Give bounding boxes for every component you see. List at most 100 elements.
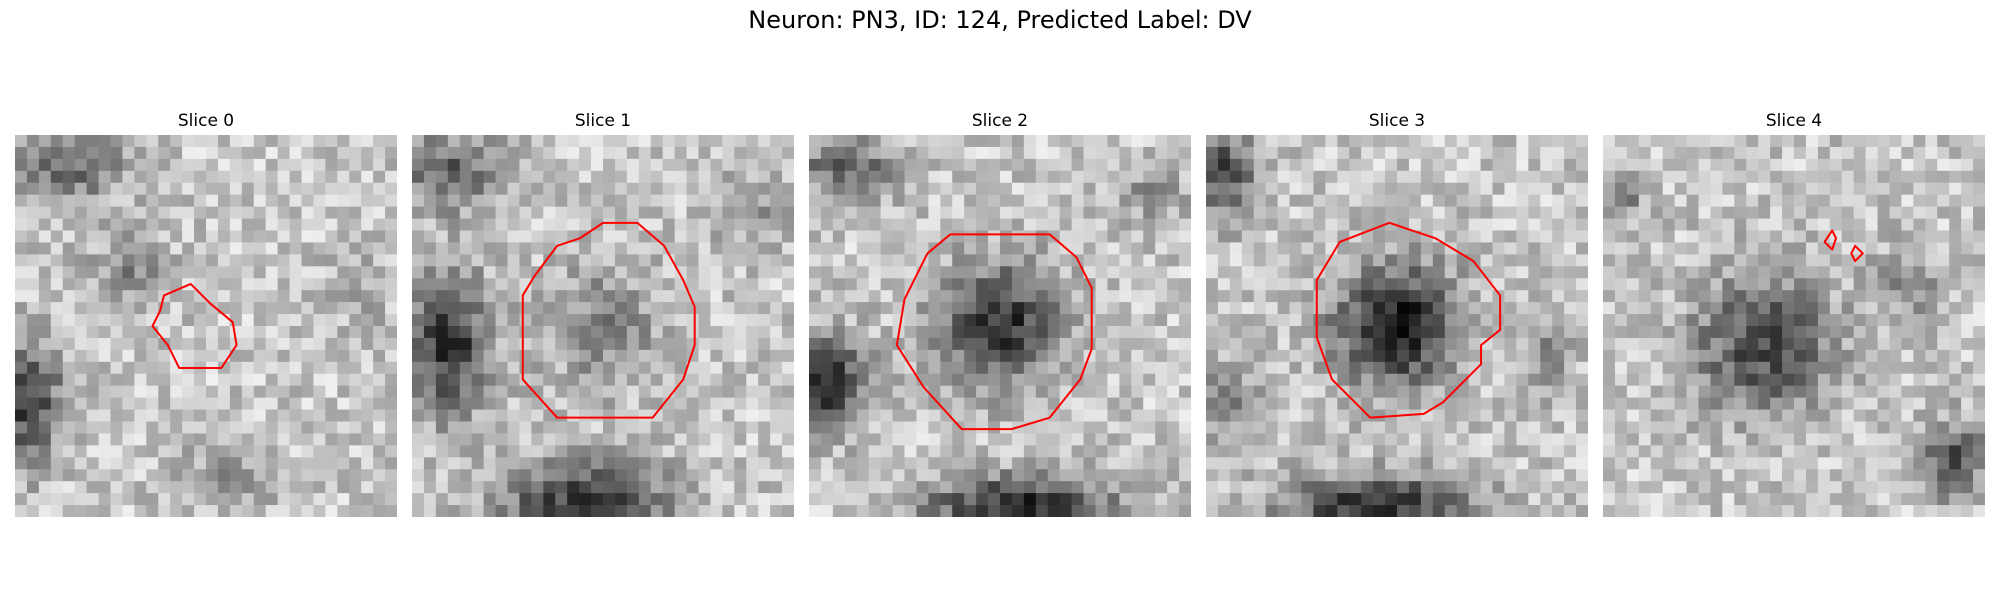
pixel (940, 278, 953, 291)
pixel (277, 505, 291, 517)
pixel (1206, 469, 1219, 482)
pixel (758, 242, 771, 255)
pixel (1805, 206, 1819, 220)
pixel (86, 493, 100, 506)
pixel (26, 302, 40, 315)
pixel (217, 302, 231, 315)
pixel (1361, 278, 1374, 291)
pixel (567, 505, 580, 517)
pixel (662, 457, 676, 470)
pixel (301, 218, 315, 232)
pixel (832, 278, 846, 291)
pixel (385, 469, 397, 482)
pixel (361, 445, 374, 458)
pixel (289, 445, 303, 458)
pixel (313, 481, 326, 494)
pixel (194, 385, 207, 399)
pixel (916, 457, 929, 470)
pixel (603, 505, 616, 517)
pixel (423, 445, 437, 458)
pixel (206, 170, 219, 184)
pixel (1552, 242, 1565, 255)
pixel (74, 266, 88, 279)
pixel (134, 194, 147, 208)
pixel (1155, 230, 1168, 244)
pixel (361, 373, 374, 387)
pixel (940, 349, 953, 363)
pixel (734, 206, 747, 220)
pixel (1083, 421, 1097, 435)
pixel (170, 135, 183, 148)
pixel (928, 337, 941, 351)
pixel (1626, 445, 1640, 458)
pixel (1408, 409, 1422, 423)
pixel (579, 481, 592, 494)
pixel (591, 230, 604, 244)
pixel (1119, 266, 1132, 279)
pixel (722, 170, 735, 184)
pixel (1107, 146, 1120, 160)
pixel (122, 290, 135, 303)
pixel (1686, 194, 1700, 208)
pixel (194, 170, 207, 184)
pixel (459, 337, 473, 351)
pixel (770, 409, 783, 423)
pixel (1420, 373, 1434, 387)
pixel (1913, 433, 1926, 446)
pixel (1397, 278, 1410, 291)
pixel (1131, 457, 1144, 470)
pixel (1337, 135, 1350, 148)
pixel (289, 469, 303, 482)
pixel (603, 206, 616, 220)
pixel (182, 206, 195, 220)
pixel (1289, 385, 1303, 399)
pixel (1937, 254, 1950, 267)
pixel (543, 433, 556, 446)
pixel (1408, 158, 1422, 172)
pixel (1877, 361, 1891, 375)
pixel (519, 278, 532, 291)
pixel (1528, 194, 1541, 208)
pixel (1241, 135, 1255, 148)
pixel (1277, 254, 1291, 267)
pixel (746, 242, 759, 255)
pixel (1626, 194, 1640, 208)
pixel (1408, 385, 1422, 399)
pixel (1949, 326, 1962, 339)
pixel (1973, 254, 1985, 267)
pixel (1480, 158, 1494, 172)
pixel (1805, 170, 1819, 184)
pixel (1829, 158, 1843, 172)
pixel (423, 337, 437, 351)
pixel (1301, 314, 1315, 327)
pixel (277, 421, 291, 435)
pixel (134, 218, 147, 232)
pixel (1504, 457, 1517, 470)
pixel (746, 206, 759, 220)
pixel (495, 278, 509, 291)
pixel (50, 397, 64, 411)
pixel (662, 182, 676, 196)
pixel (507, 266, 521, 279)
pixel (868, 361, 882, 375)
pixel (1817, 194, 1831, 208)
pixel (1229, 361, 1243, 375)
pixel (349, 158, 362, 172)
pixel (1901, 337, 1914, 351)
pixel (38, 266, 52, 279)
pixel (1155, 135, 1168, 148)
pixel (674, 433, 688, 446)
pixel (1710, 135, 1723, 148)
pixel (1710, 290, 1723, 303)
pixel (1698, 135, 1712, 148)
pixel (1000, 135, 1013, 148)
pixel (1241, 254, 1255, 267)
pixel (1408, 182, 1422, 196)
pixel (1662, 433, 1676, 446)
pixel (337, 146, 350, 160)
pixel (892, 170, 906, 184)
pixel (1167, 469, 1180, 482)
pixel (1107, 385, 1120, 399)
pixel (770, 505, 783, 517)
pixel (15, 397, 28, 411)
